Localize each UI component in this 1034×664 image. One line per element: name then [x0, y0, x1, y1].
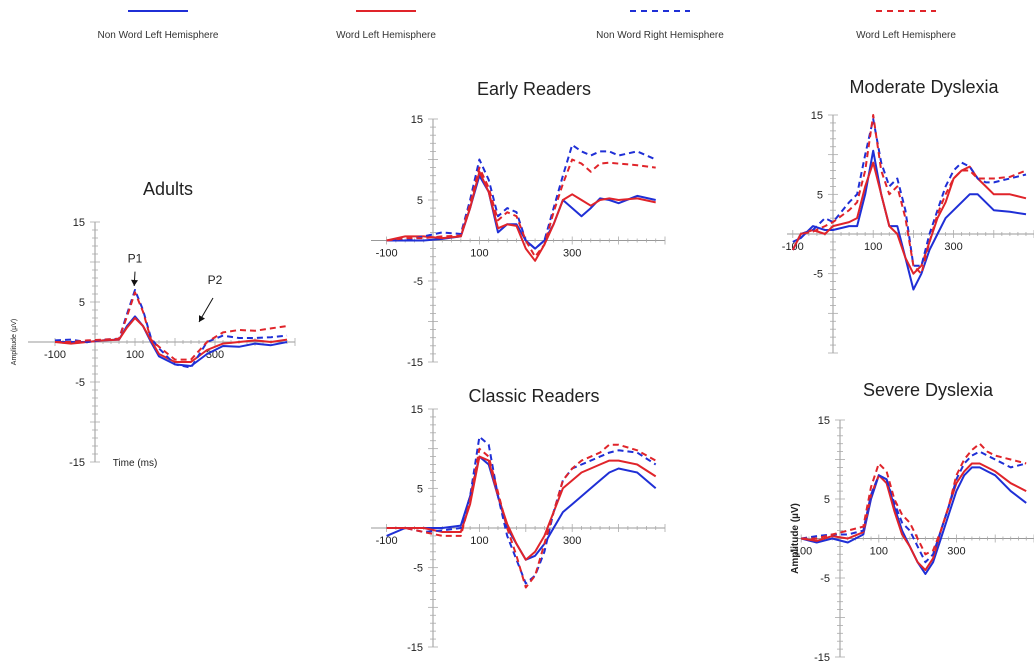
legend-label-word-left: Word Left Hemisphere	[336, 30, 436, 41]
x-tick-label: 100	[470, 248, 488, 260]
series-line-moderate-0	[792, 149, 1027, 291]
x-tick-label: 100	[126, 349, 144, 361]
panel-title-early: Early Readers	[477, 79, 591, 99]
y-tick-label: -15	[407, 357, 423, 369]
x-axis-label-adults: Time (ms)	[113, 458, 158, 469]
series-line-classic-2	[386, 435, 657, 585]
y-tick-label: -5	[413, 276, 423, 288]
legend-item-nonword-right: Non Word Right Hemisphere	[550, 6, 770, 41]
panel-title-moderate: Moderate Dyslexia	[849, 77, 999, 97]
y-tick-label: 15	[411, 404, 423, 416]
series-line-adults-3	[55, 291, 288, 361]
annotation-p2: P2	[208, 273, 223, 287]
series-line-severe-2	[801, 450, 1027, 564]
y-tick-label: 15	[411, 114, 423, 126]
y-tick-label: 5	[79, 297, 85, 309]
panel-moderate: Moderate Dyslexia 15 5 -5 -100 100 300	[782, 77, 1034, 354]
y-tick-label: -15	[69, 457, 85, 469]
legend-swatch-nonword-left	[128, 10, 188, 12]
legend-item-nonword-left: Non Word Left Hemisphere	[48, 6, 268, 41]
x-tick-label: -100	[376, 535, 398, 547]
x-tick-label: 300	[947, 546, 965, 558]
y-axis-label-adults: Amplitude (µV)	[11, 319, 18, 365]
x-tick-label: -100	[790, 546, 812, 558]
panel-title-adults: Adults	[143, 179, 193, 199]
x-tick-label: -100	[376, 248, 398, 260]
y-tick-label: -5	[820, 573, 830, 585]
legend-item-word-left: Word Left Hemisphere	[276, 6, 496, 41]
legend-label-nonword-left: Non Word Left Hemisphere	[97, 30, 219, 41]
series-line-severe-0	[800, 466, 1027, 575]
legend-swatch-word-left	[356, 10, 416, 12]
panel-severe: Severe Dyslexia 15 5 -5 -15 -100 100 300 Amplitu…	[790, 380, 1034, 664]
legend-label-nonword-right: Non Word Right Hemisphere	[596, 30, 724, 41]
legend-label-word-left-dashed: Word Left Hemisphere	[856, 30, 956, 41]
y-axis-label-severe: Amplitude (µV)	[790, 503, 801, 574]
x-tick-label: -100	[44, 349, 66, 361]
x-tick-label: 300	[944, 241, 962, 253]
legend-swatch-word-left-dashed	[876, 10, 936, 12]
annotation-arrowhead-p2	[199, 315, 205, 322]
series-line-moderate-3	[791, 114, 1027, 275]
legend: Non Word Left Hemisphere Word Left Hemis…	[0, 0, 1034, 55]
y-tick-label: 15	[811, 110, 823, 122]
legend-item-word-left-dashed: Word Left Hemisphere	[796, 6, 1016, 41]
x-tick-label: 300	[563, 535, 581, 547]
panel-title-severe: Severe Dyslexia	[863, 380, 994, 400]
series-line-early-3	[386, 158, 656, 258]
series-line-classic-1	[386, 455, 657, 561]
panel-classic: Classic Readers 15 5 -5 -15 -100 100 300	[371, 386, 666, 654]
legend-swatch-nonword-right	[630, 10, 690, 12]
series-line-severe-3	[801, 442, 1027, 556]
series-line-severe-1	[801, 462, 1027, 572]
y-tick-label: 5	[824, 494, 830, 506]
x-tick-label: 300	[563, 248, 581, 260]
y-tick-label: 15	[818, 415, 830, 427]
y-tick-label: -5	[413, 563, 423, 575]
annotation-p1: P1	[128, 251, 143, 265]
y-tick-label: 15	[73, 217, 85, 229]
x-tick-label: 100	[870, 546, 888, 558]
panel-early: Early Readers 15 5 -5 -15 -100 100 300	[371, 79, 666, 369]
y-tick-label: -5	[813, 269, 823, 281]
y-tick-label: 5	[417, 195, 423, 207]
x-tick-label: 100	[470, 535, 488, 547]
series-line-moderate-2	[791, 118, 1027, 267]
series-line-adults-2	[54, 289, 288, 369]
x-tick-label: 100	[864, 241, 882, 253]
series-line-classic-0	[386, 455, 657, 561]
y-tick-label: -5	[75, 377, 85, 389]
series-line-classic-3	[386, 443, 657, 589]
series-line-early-2	[386, 143, 657, 250]
y-tick-label: -15	[814, 652, 830, 664]
y-tick-label: 5	[417, 483, 423, 495]
annotation-arrowhead-p1	[131, 279, 138, 286]
panel-title-classic: Classic Readers	[468, 386, 599, 406]
y-tick-label: -15	[407, 642, 423, 654]
series-line-early-1	[386, 170, 656, 262]
x-tick-label: -100	[782, 241, 804, 253]
y-tick-label: 5	[817, 189, 823, 201]
